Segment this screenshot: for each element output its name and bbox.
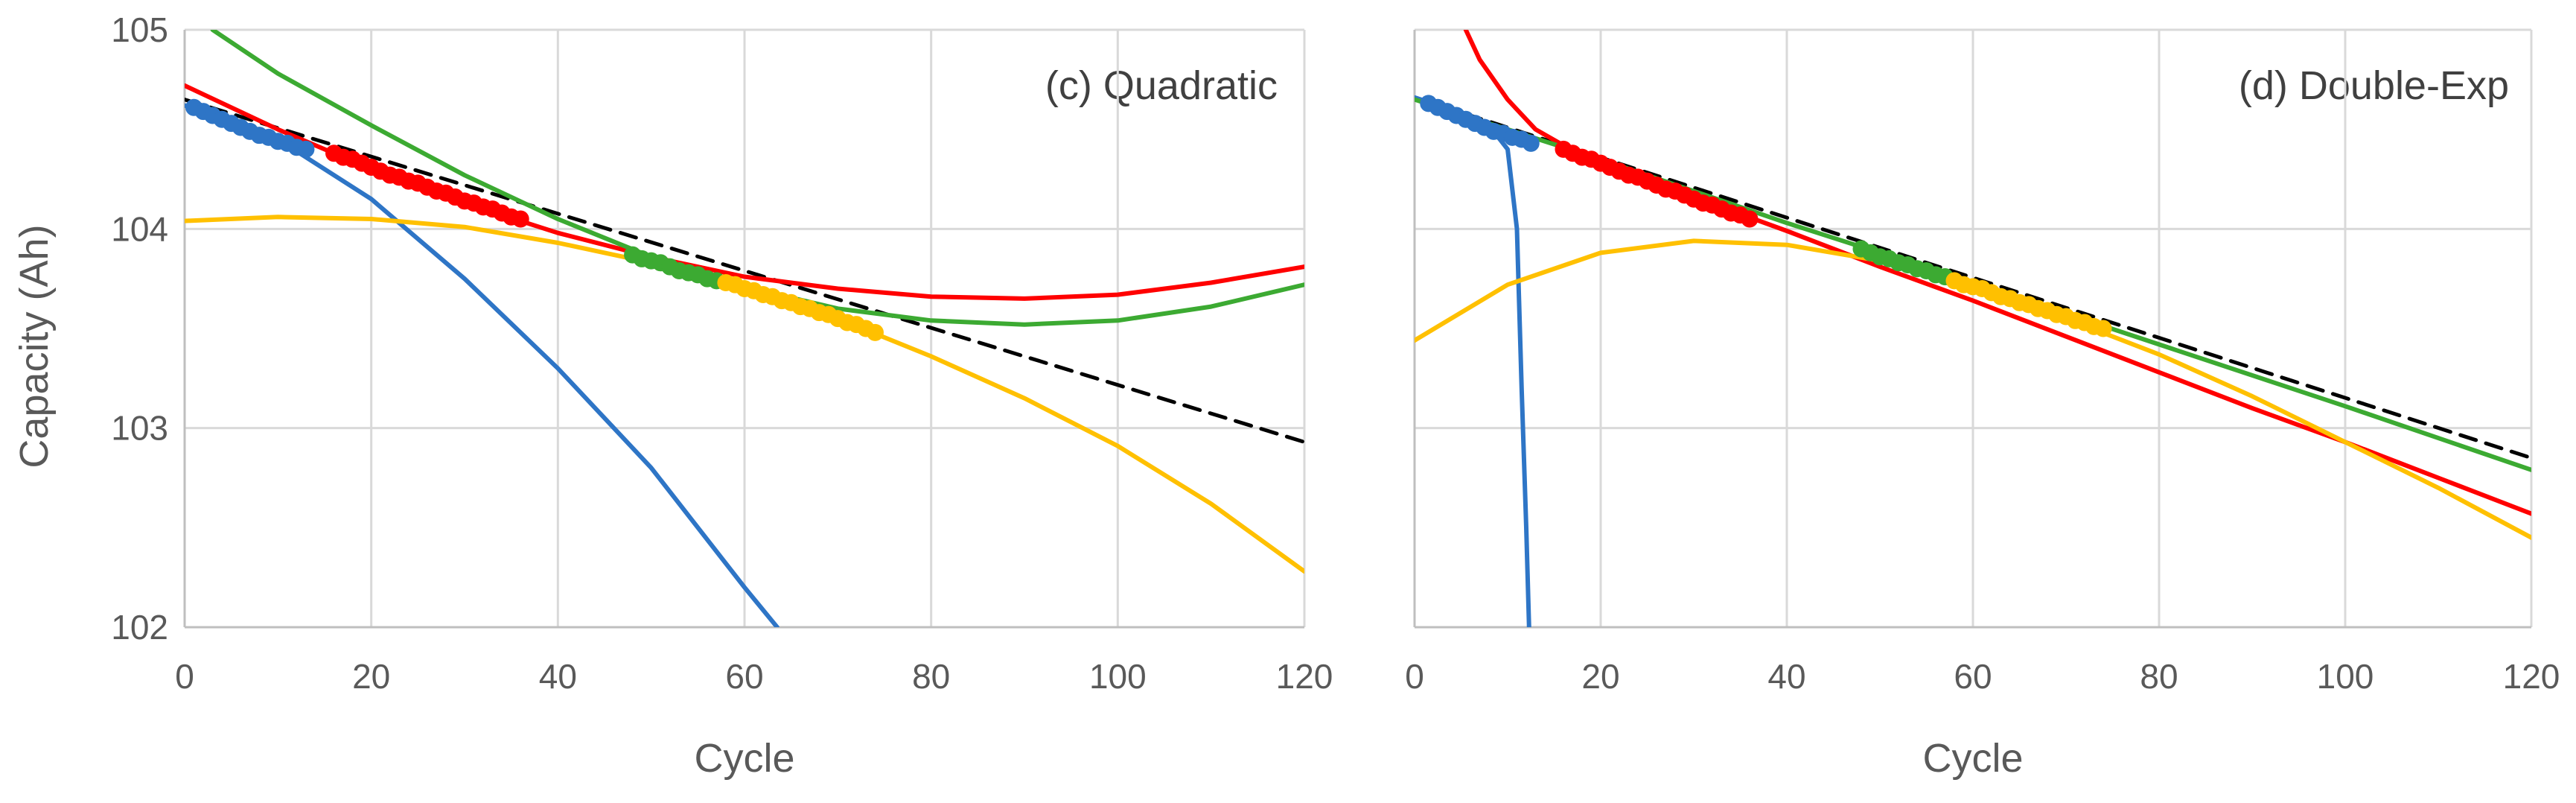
panel-d-x-tick-label: 100	[2317, 657, 2374, 696]
panel-d-x-tick-label: 80	[2140, 657, 2178, 696]
panel-d: (d) Double-Exp Cycle	[1922, 63, 2509, 781]
panel-c-x-tick-label: 60	[725, 657, 763, 696]
panel-c-x-tick-label: 80	[912, 657, 950, 696]
panel-c-red-data-point	[511, 210, 529, 228]
panel-c-title: (c) Quadratic	[1045, 63, 1278, 108]
panel-c-y-tick-label: 102	[111, 608, 168, 647]
panel-d-yellow-data-point	[2094, 320, 2112, 337]
panel-d-series-group	[1415, 30, 2531, 627]
panel-c: (c) Quadratic Cycle Capacity (Ah)	[12, 63, 1278, 781]
panel-c-y-axis-label: Capacity (Ah)	[12, 224, 57, 468]
panel-c-series-group	[185, 30, 1304, 627]
panel-c-blue-data-point	[297, 140, 315, 158]
panel-c-x-tick-label: 100	[1089, 657, 1147, 696]
panel-d-x-tick-label: 0	[1405, 657, 1424, 696]
panel-c-plot: 0 20 40 60 80 100 120 102 103 104 105	[111, 10, 1333, 696]
panel-c-y-tick-label: 104	[111, 209, 168, 248]
panel-d-blue-data-point	[1522, 134, 1540, 152]
panel-d-x-tick-label: 120	[2503, 657, 2560, 696]
panel-d-x-tick-label: 40	[1767, 657, 1805, 696]
panel-c-x-tick-label: 120	[1276, 657, 1333, 696]
panel-c-y-tick-label: 105	[111, 10, 168, 49]
panel-c-x-tick-label: 20	[352, 657, 390, 696]
panel-d-x-tick-label: 20	[1581, 657, 1619, 696]
panel-d-red-fit-line	[1463, 30, 2531, 516]
panel-c-x-tick-label: 0	[175, 657, 194, 696]
panel-d-red-data-point	[1741, 210, 1759, 228]
panel-c-x-tick-label: 40	[539, 657, 577, 696]
panel-d-x-axis-label: Cycle	[1922, 736, 2023, 781]
panel-d-blue-fit-line	[1415, 95, 1531, 627]
panel-c-yellow-data-point	[866, 323, 884, 341]
panel-d-title: (d) Double-Exp	[2239, 63, 2509, 108]
panel-c-x-axis-label: Cycle	[694, 736, 794, 781]
panel-c-trend-dashed-line	[185, 98, 1304, 444]
panel-d-plot: 0 20 40 60 80 100 120	[1405, 28, 2560, 696]
panel-d-x-tick-label: 60	[1954, 657, 1992, 696]
panel-c-y-tick-label: 103	[111, 409, 168, 448]
